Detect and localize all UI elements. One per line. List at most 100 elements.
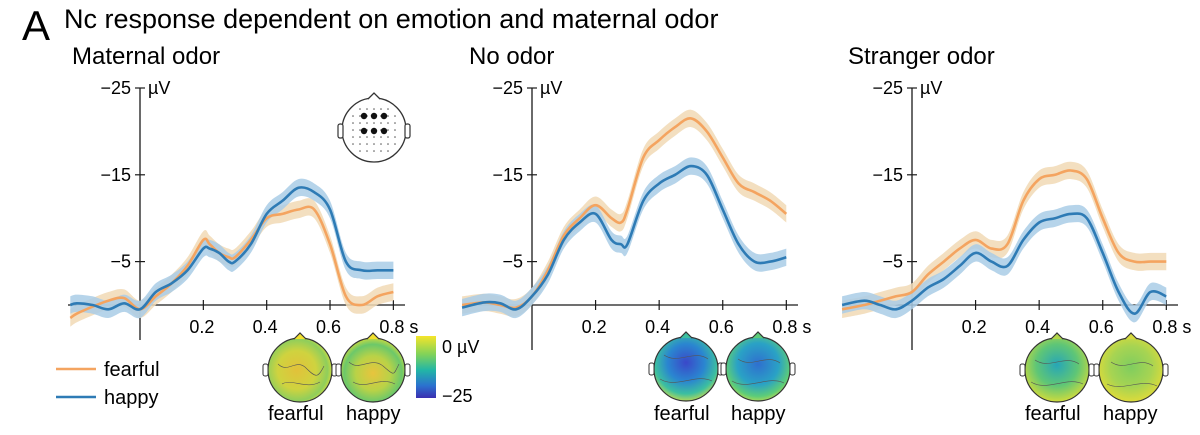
y-tick-label: −5	[882, 252, 903, 272]
colorbar-gradient	[416, 336, 436, 398]
electrode-dot	[380, 150, 382, 152]
series-fearful-error-band	[462, 109, 787, 317]
electrode-dot	[387, 115, 389, 117]
y-tick-label: −5	[110, 252, 131, 272]
electrode-dot	[373, 122, 375, 124]
topomap-maternal-happy	[335, 332, 411, 403]
topomap-group-no-odor: fearful happy	[648, 331, 796, 425]
electrode-dot	[352, 129, 354, 131]
topomap-noodor-fearful	[648, 331, 724, 402]
x-tick-label: 0.4	[253, 317, 278, 337]
electrode-dot	[373, 136, 375, 138]
y-tick-label: −15	[872, 165, 903, 185]
electrode-dot	[366, 143, 368, 145]
electrode-dot	[359, 108, 361, 110]
topomap-label-happy: happy	[346, 403, 401, 425]
x-tick-label: 0.8 s	[379, 317, 418, 337]
topomap-group-maternal: fearful happy	[262, 332, 411, 425]
chart-panel-no-odor: No odor −25 −15 −5 µV 0.2 0.4 0.6 0.8 s	[461, 43, 811, 350]
electrode-dot	[387, 150, 389, 152]
series-fearful-line	[841, 169, 1167, 311]
legend: fearful happy	[56, 359, 160, 409]
x-tick-label: 0.6	[709, 317, 734, 337]
topomap-stranger-fearful	[1019, 332, 1095, 403]
electrode-dot	[359, 115, 361, 117]
y-tick-label: −25	[492, 78, 523, 98]
y-tick-label: −15	[100, 165, 131, 185]
panel-letter: A	[22, 2, 50, 49]
series-happy-error-band	[70, 178, 394, 319]
electrode-dot	[373, 143, 375, 145]
electrode-dot	[352, 143, 354, 145]
y-tick-label: −5	[502, 252, 523, 272]
series-fearful-line	[69, 205, 394, 320]
x-tick-label: 0.2	[582, 317, 607, 337]
electrode-selected-dot	[380, 112, 388, 120]
electrode-dot	[387, 143, 389, 145]
electrode-selected-dot	[370, 127, 378, 135]
y-axis-unit: µV	[540, 78, 562, 98]
electrode-selected-dot	[360, 127, 368, 135]
chart-title: No odor	[469, 43, 554, 70]
x-tick-label: 0.8 s	[1152, 317, 1191, 337]
x-tick-label: 0.2	[962, 317, 987, 337]
electrode-dot	[352, 122, 354, 124]
electrode-dot	[387, 129, 389, 131]
topomap-noodor-happy	[720, 331, 796, 402]
chart-title: Maternal odor	[72, 43, 220, 70]
x-tick-label: 0.4	[645, 317, 670, 337]
y-tick-label: −15	[492, 165, 523, 185]
figure-title: Nc response dependent on emotion and mat…	[64, 4, 718, 34]
colorbar-top-label: 0 µV	[442, 337, 479, 357]
electrode-dot	[380, 136, 382, 138]
electrode-dot	[394, 136, 396, 138]
electrode-dot	[359, 143, 361, 145]
electrode-dot	[373, 108, 375, 110]
electrode-selected-dot	[370, 112, 378, 120]
topomap-label-fearful: fearful	[654, 403, 710, 425]
electrode-dot	[352, 115, 354, 117]
electrode-dot	[366, 150, 368, 152]
y-axis-unit: µV	[920, 78, 942, 98]
topomap-label-fearful: fearful	[268, 403, 324, 425]
electrode-dot	[366, 122, 368, 124]
colorbar: 0 µV −25	[416, 336, 479, 406]
electrode-dot	[394, 129, 396, 131]
y-axis-unit: µV	[148, 78, 170, 98]
series-happy-line	[841, 212, 1167, 315]
y-tick-label: −25	[872, 78, 903, 98]
electrode-dot	[359, 122, 361, 124]
x-tick-label: 0.4	[1025, 317, 1050, 337]
topomap-maternal-fearful	[262, 332, 338, 403]
electrode-dot	[380, 143, 382, 145]
electrode-selected-dot	[380, 127, 388, 135]
electrode-dot	[366, 108, 368, 110]
electrode-dot	[359, 129, 361, 131]
topomap-label-happy: happy	[1103, 403, 1158, 425]
electrode-dot	[359, 150, 361, 152]
x-tick-label: 0.6	[316, 317, 341, 337]
electrode-dot	[366, 136, 368, 138]
electrode-dot	[359, 136, 361, 138]
electrode-dot	[394, 143, 396, 145]
electrode-dot	[373, 150, 375, 152]
series-happy-line	[69, 186, 394, 311]
series-happy-line	[461, 164, 787, 311]
y-tick-label: −25	[100, 78, 131, 98]
chart-panel-stranger-odor: Stranger odor −25 −15 −5 µV 0.2 0.4 0.6 0.8 s	[841, 43, 1191, 350]
electrode-montage-icon	[337, 92, 411, 163]
topomap-label-fearful: fearful	[1025, 403, 1081, 425]
chart-panel-maternal-odor: Maternal odor −25 −15 −5 µV 0.2 0.4 0.6 0.8 s	[68, 43, 418, 340]
electrode-dot	[380, 122, 382, 124]
electrode-dot	[387, 108, 389, 110]
electrode-dot	[394, 115, 396, 117]
chart-title: Stranger odor	[848, 43, 995, 70]
electrode-dot	[387, 122, 389, 124]
x-tick-label: 0.2	[189, 317, 214, 337]
x-tick-label: 0.6	[1089, 317, 1114, 337]
legend-happy-label: happy	[104, 387, 159, 409]
legend-fearful-label: fearful	[104, 359, 160, 381]
topomap-label-happy: happy	[731, 403, 786, 425]
electrode-dot	[387, 136, 389, 138]
topomap-group-stranger: fearful happy	[1019, 332, 1169, 425]
